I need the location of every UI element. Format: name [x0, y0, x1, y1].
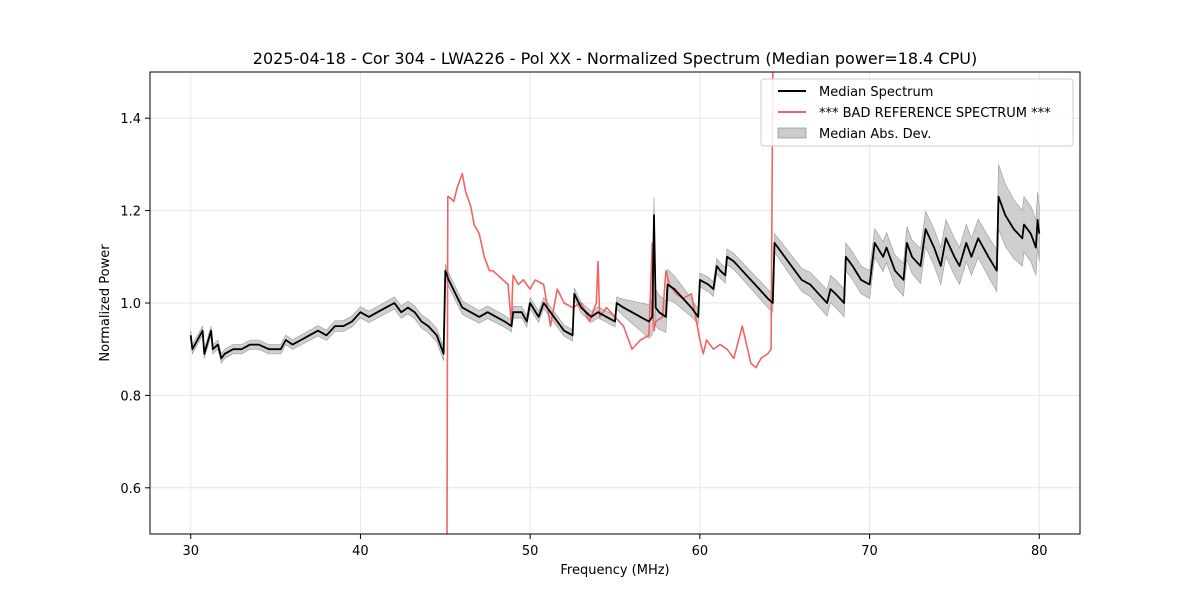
x-tick-label: 60	[692, 544, 709, 559]
mad-band	[190, 164, 1040, 364]
axis-ticks: 30 40 50 60 70 80 0.6 0.8 1.0 1.2 1.4	[120, 112, 1047, 559]
x-tick-label: 50	[522, 544, 539, 559]
series-bad-reference-spectrum	[446, 71, 774, 535]
x-tick-label: 40	[352, 544, 369, 559]
y-tick-label: 1.4	[120, 112, 141, 127]
series-median-abs-dev	[190, 164, 1040, 364]
grid-lines	[150, 72, 1080, 534]
legend: Median Spectrum *** BAD REFERENCE SPECTRU…	[760, 78, 1074, 147]
legend-label: *** BAD REFERENCE SPECTRUM ***	[819, 106, 1051, 121]
chart-title: 2025-04-18 - Cor 304 - LWA226 - Pol XX -…	[253, 49, 977, 68]
y-tick-label: 1.0	[120, 297, 141, 312]
x-tick-label: 80	[1031, 544, 1048, 559]
legend-label: Median Spectrum	[819, 85, 933, 100]
x-axis-label: Frequency (MHz)	[560, 563, 669, 578]
y-tick-label: 0.6	[120, 482, 141, 497]
series-median-spectrum	[189, 195, 1041, 360]
y-axis-label: Normalized Power	[98, 244, 113, 362]
legend-label: Median Abs. Dev.	[819, 127, 931, 142]
series-lines	[189, 71, 1041, 535]
x-tick-label: 70	[861, 544, 878, 559]
y-tick-label: 0.8	[120, 389, 141, 404]
y-tick-label: 1.2	[120, 205, 141, 220]
legend-swatch-band	[777, 127, 807, 139]
x-tick-label: 30	[182, 544, 199, 559]
legend-box	[760, 78, 1074, 147]
